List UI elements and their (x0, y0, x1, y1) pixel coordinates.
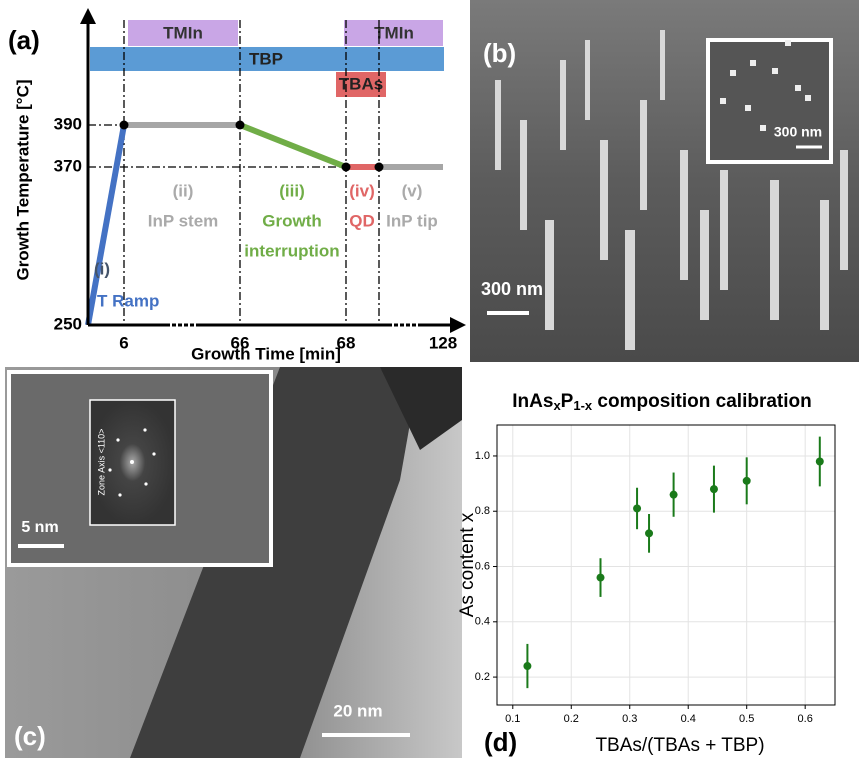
phase-name: interruption (244, 241, 339, 260)
data-point (743, 477, 751, 485)
data-point (597, 574, 605, 582)
x-tick-label: 0.6 (798, 713, 813, 725)
x-tick-label: 0.2 (564, 713, 579, 725)
phase-number: (iv) (349, 181, 375, 200)
panel-c: Zone Axis <110> 5 nm (c) 20 nm (5, 367, 462, 758)
x-tick-label: 0.1 (505, 713, 520, 725)
y-tick-label: 1.0 (475, 450, 490, 462)
data-point (816, 457, 824, 465)
x-axis-label: Growth Time [min] (191, 344, 341, 363)
panel-a: TMIn TMIn TBP TBAs (a) 390 370 250 6 66 … (8, 8, 466, 363)
title-part: InAs (512, 391, 553, 412)
y-tick-label: 0.2 (475, 671, 490, 683)
x-axis-label: TBAs/(TBAs + TBP) (595, 735, 764, 756)
tbp-label: TBP (249, 49, 283, 68)
title-part: P (561, 391, 574, 412)
phase-name: T Ramp (97, 291, 159, 310)
title-part: composition calibration (592, 391, 812, 412)
data-point (633, 504, 641, 512)
y-tick-label: 0.8 (475, 505, 490, 517)
chart-title: InAsxP1-x composition calibration (512, 391, 811, 413)
data-point (710, 485, 718, 493)
phase-name: Growth (262, 211, 322, 230)
phase-name: QD (349, 211, 375, 230)
x-arrow (450, 317, 466, 333)
plot-frame (497, 425, 835, 705)
y-tick-label: 250 (54, 314, 82, 333)
panel-label: (b) (483, 38, 516, 68)
panel-d: InAsxP1-x composition calibration As con… (457, 391, 835, 757)
inset-scale-label: 300 nm (774, 124, 822, 140)
interruption-segment (240, 125, 346, 167)
panel-label: (c) (14, 721, 46, 751)
data-point (523, 662, 531, 670)
scale-label: 20 nm (333, 701, 382, 720)
inset-caption: Zone Axis <110> (96, 429, 106, 496)
page: TMIn TMIn TBP TBAs (a) 390 370 250 6 66 … (0, 0, 859, 758)
phase-name: InP tip (386, 211, 438, 230)
y-axis-label: Growth Temperature [°C] (13, 79, 32, 280)
x-tick-label: 0.4 (681, 713, 696, 725)
title-part: 1-x (573, 398, 593, 413)
phase-number: (iii) (279, 181, 305, 200)
x-tick-label: 0.3 (622, 713, 637, 725)
phase-number: (v) (402, 181, 423, 200)
panel-label: (a) (8, 25, 40, 55)
y-tick-label: 390 (54, 114, 82, 133)
data-point (645, 529, 653, 537)
scale-label: 300 nm (481, 279, 543, 299)
y-tick-label: 0.6 (475, 560, 490, 572)
inset-scale-label: 5 nm (21, 519, 58, 536)
panel-label: (d) (484, 727, 517, 757)
tmin-label: TMIn (374, 23, 414, 42)
y-tick-label: 370 (54, 156, 82, 175)
data-point (670, 491, 678, 499)
phase-number: (ii) (173, 181, 194, 200)
y-tick-label: 0.4 (475, 616, 490, 628)
panel-b: 300 nm (b) 300 nm (470, 0, 859, 362)
x-tick-label: 0.5 (739, 713, 754, 725)
x-tick-label: 128 (429, 333, 457, 352)
x-tick-label: 6 (119, 333, 128, 352)
phase-number: (i) (94, 259, 110, 278)
tmin-label: TMIn (163, 23, 203, 42)
sem-inset (708, 40, 831, 162)
figure: TMIn TMIn TBP TBAs (a) 390 370 250 6 66 … (0, 0, 859, 758)
phase-name: InP stem (148, 211, 219, 230)
y-arrow (80, 8, 96, 24)
